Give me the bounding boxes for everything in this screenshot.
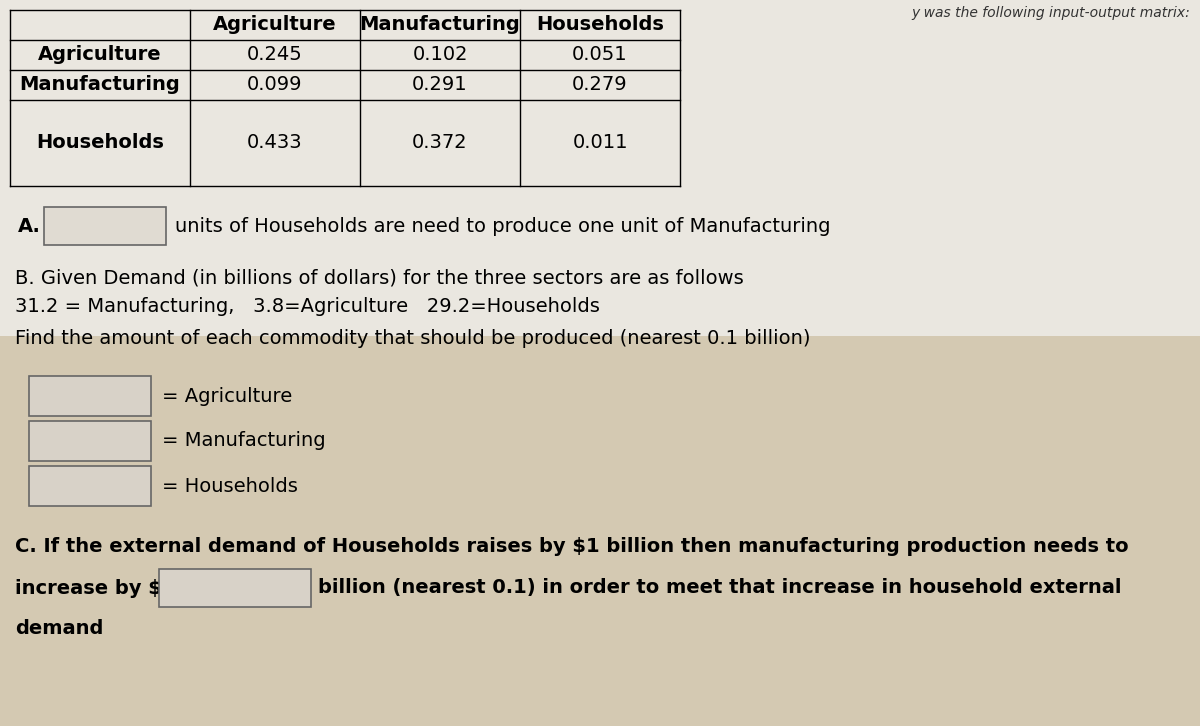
- FancyBboxPatch shape: [158, 569, 311, 607]
- Text: 0.291: 0.291: [412, 76, 468, 94]
- Text: Households: Households: [36, 134, 164, 152]
- Text: 0.011: 0.011: [572, 134, 628, 152]
- FancyBboxPatch shape: [44, 207, 166, 245]
- Text: Agriculture: Agriculture: [214, 15, 337, 35]
- Text: 0.279: 0.279: [572, 76, 628, 94]
- Text: Agriculture: Agriculture: [38, 46, 162, 65]
- FancyBboxPatch shape: [29, 376, 151, 416]
- FancyBboxPatch shape: [29, 466, 151, 506]
- Text: y was the following input-output matrix:: y was the following input-output matrix:: [911, 6, 1190, 20]
- Text: 0.245: 0.245: [247, 46, 302, 65]
- Text: = Manufacturing: = Manufacturing: [162, 431, 325, 451]
- Text: 0.433: 0.433: [247, 134, 302, 152]
- Text: units of Households are need to produce one unit of Manufacturing: units of Households are need to produce …: [175, 216, 830, 235]
- Text: C. If the external demand of Households raises by $1 billion then manufacturing : C. If the external demand of Households …: [14, 537, 1129, 555]
- Text: 0.099: 0.099: [247, 76, 302, 94]
- Text: A.: A.: [18, 216, 41, 235]
- Text: Households: Households: [536, 15, 664, 35]
- Text: increase by $: increase by $: [14, 579, 162, 597]
- Text: = Agriculture: = Agriculture: [162, 386, 293, 406]
- Text: 0.102: 0.102: [413, 46, 468, 65]
- Text: B. Given Demand (in billions of dollars) for the three sectors are as follows: B. Given Demand (in billions of dollars)…: [14, 269, 744, 287]
- Bar: [0, 0, 1200, 336]
- Text: Find the amount of each commodity that should be produced (nearest 0.1 billion): Find the amount of each commodity that s…: [14, 328, 810, 348]
- Text: demand: demand: [14, 619, 103, 637]
- Text: Manufacturing: Manufacturing: [360, 15, 521, 35]
- Text: = Households: = Households: [162, 476, 298, 496]
- Text: 0.051: 0.051: [572, 46, 628, 65]
- Text: 31.2 = Manufacturing,   3.8=Agriculture   29.2=Households: 31.2 = Manufacturing, 3.8=Agriculture 29…: [14, 296, 600, 316]
- Text: Manufacturing: Manufacturing: [19, 76, 180, 94]
- Text: billion (nearest 0.1) in order to meet that increase in household external: billion (nearest 0.1) in order to meet t…: [318, 579, 1122, 597]
- FancyBboxPatch shape: [29, 421, 151, 461]
- Text: 0.372: 0.372: [412, 134, 468, 152]
